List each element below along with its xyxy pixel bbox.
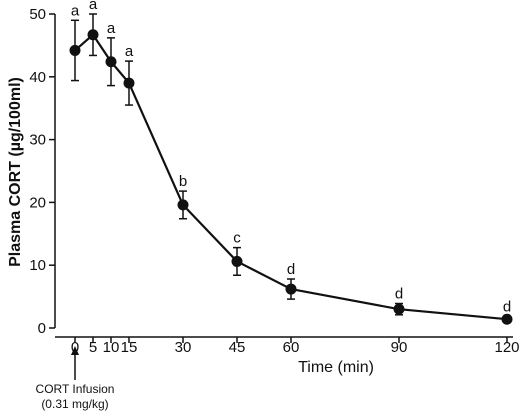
x-tick-label: 60: [283, 339, 300, 356]
y-tick-label: 0: [38, 320, 46, 337]
data-point: [105, 56, 117, 68]
data-point: [501, 313, 513, 325]
y-tick-label: 50: [29, 6, 46, 23]
significance-label: a: [125, 43, 134, 60]
significance-label: a: [107, 20, 116, 37]
significance-label: c: [233, 230, 241, 247]
significance-label: d: [287, 261, 295, 278]
data-point: [393, 303, 405, 315]
y-axis-title: Plasma CORT (µg/100ml): [7, 77, 24, 267]
x-tick-label: 5: [89, 339, 97, 356]
infusion-annotation: CORT Infusion (0.31 mg/kg): [36, 346, 115, 411]
significance-label: d: [395, 286, 403, 303]
y-tick-label: 10: [29, 257, 46, 274]
axes: 0102030405005101530456090120: [29, 6, 519, 356]
infusion-arrowhead: [71, 346, 79, 355]
data-point: [87, 29, 99, 41]
significance-label: d: [503, 299, 511, 316]
significance-label: a: [89, 0, 98, 13]
data-point: [177, 199, 189, 211]
x-tick-label: 30: [175, 339, 192, 356]
y-tick-label: 20: [29, 194, 46, 211]
x-tick-label: 90: [391, 339, 408, 356]
x-tick-label: 120: [494, 339, 519, 356]
infusion-label-line2: (0.31 mg/kg): [41, 397, 108, 411]
data-point: [231, 255, 243, 267]
y-tick-label: 40: [29, 69, 46, 86]
data-point: [69, 44, 81, 56]
data-point: [285, 283, 297, 295]
significance-label: b: [179, 173, 187, 190]
y-tick-label: 30: [29, 132, 46, 149]
x-axis-title: Time (min): [298, 359, 374, 376]
x-tick-label: 45: [229, 339, 246, 356]
x-tick-label: 10: [103, 339, 120, 356]
significance-label: a: [71, 2, 80, 19]
infusion-label-line1: CORT Infusion: [36, 382, 115, 396]
x-tick-label: 15: [121, 339, 138, 356]
data-point: [123, 77, 135, 89]
